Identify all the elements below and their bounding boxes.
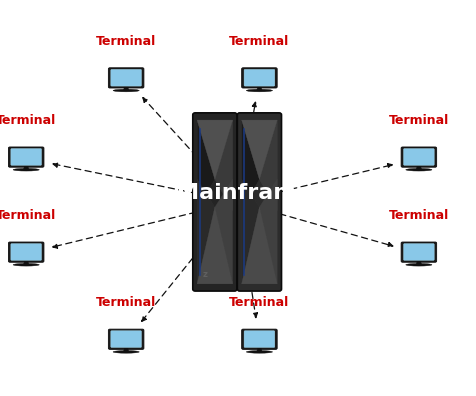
Polygon shape xyxy=(257,348,262,351)
Text: Mainframe: Mainframe xyxy=(177,183,311,203)
Polygon shape xyxy=(259,120,277,211)
FancyBboxPatch shape xyxy=(193,113,237,291)
FancyBboxPatch shape xyxy=(9,147,44,167)
Text: Terminal: Terminal xyxy=(389,114,449,127)
Polygon shape xyxy=(197,207,233,284)
Polygon shape xyxy=(259,179,277,284)
FancyBboxPatch shape xyxy=(244,331,275,347)
Ellipse shape xyxy=(13,168,39,171)
Ellipse shape xyxy=(247,350,272,353)
Polygon shape xyxy=(416,166,421,169)
Text: Terminal: Terminal xyxy=(96,35,156,48)
Ellipse shape xyxy=(13,263,39,266)
Ellipse shape xyxy=(406,168,432,171)
FancyBboxPatch shape xyxy=(238,113,281,291)
Polygon shape xyxy=(416,261,421,264)
FancyBboxPatch shape xyxy=(9,242,44,262)
Polygon shape xyxy=(242,120,277,179)
FancyBboxPatch shape xyxy=(242,68,277,88)
Polygon shape xyxy=(124,87,129,90)
Polygon shape xyxy=(197,120,233,179)
Text: Terminal: Terminal xyxy=(0,209,56,222)
Ellipse shape xyxy=(113,350,139,353)
Ellipse shape xyxy=(406,263,432,266)
FancyBboxPatch shape xyxy=(111,331,141,347)
FancyBboxPatch shape xyxy=(109,68,144,88)
Polygon shape xyxy=(124,348,129,351)
Text: Terminal: Terminal xyxy=(229,35,289,48)
Ellipse shape xyxy=(247,89,272,92)
Ellipse shape xyxy=(113,89,139,92)
FancyBboxPatch shape xyxy=(111,69,141,86)
Polygon shape xyxy=(24,261,29,264)
FancyBboxPatch shape xyxy=(11,244,41,260)
Polygon shape xyxy=(197,120,215,211)
FancyBboxPatch shape xyxy=(244,69,275,86)
FancyBboxPatch shape xyxy=(404,244,434,260)
FancyBboxPatch shape xyxy=(401,242,436,262)
Text: Terminal: Terminal xyxy=(96,297,156,309)
FancyBboxPatch shape xyxy=(11,148,41,165)
FancyBboxPatch shape xyxy=(404,148,434,165)
Polygon shape xyxy=(242,207,277,284)
FancyBboxPatch shape xyxy=(109,329,144,349)
Polygon shape xyxy=(257,87,262,90)
Text: Terminal: Terminal xyxy=(389,209,449,222)
Text: z: z xyxy=(203,270,208,279)
Polygon shape xyxy=(242,179,259,284)
FancyBboxPatch shape xyxy=(242,329,277,349)
Polygon shape xyxy=(215,120,233,211)
Polygon shape xyxy=(215,179,233,284)
Polygon shape xyxy=(197,179,215,284)
FancyBboxPatch shape xyxy=(401,147,436,167)
Polygon shape xyxy=(24,166,29,169)
Text: Terminal: Terminal xyxy=(229,297,289,309)
Text: Terminal: Terminal xyxy=(0,114,56,127)
Polygon shape xyxy=(242,120,259,211)
